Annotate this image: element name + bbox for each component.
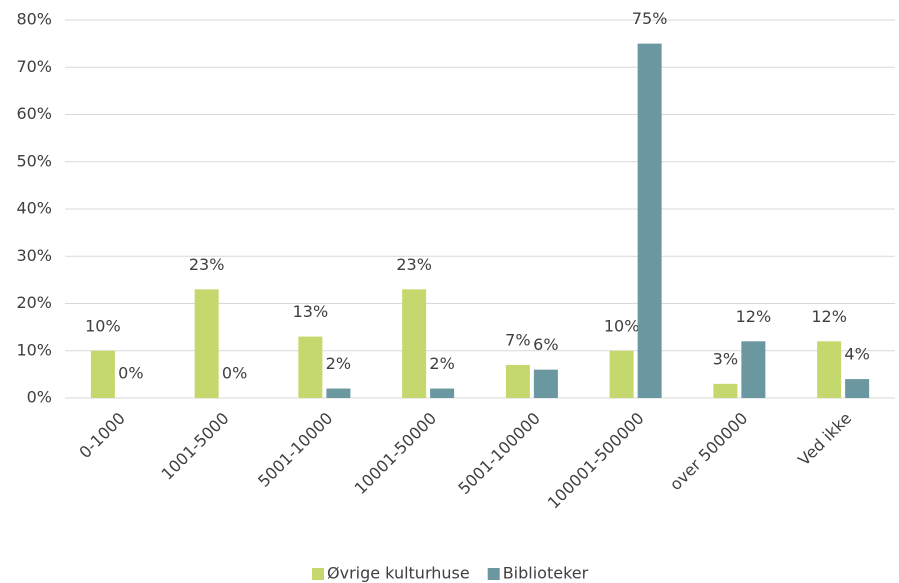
- data-label: 0%: [222, 364, 247, 383]
- bar: [845, 379, 870, 398]
- x-tick-label: 5001-10000: [254, 409, 336, 491]
- y-tick-label: 50%: [16, 151, 52, 170]
- data-label: 2%: [429, 354, 454, 373]
- bar: [90, 350, 115, 398]
- bar: [817, 341, 842, 398]
- data-label: 12%: [736, 307, 772, 326]
- data-label: 6%: [533, 335, 558, 354]
- data-label: 10%: [604, 316, 640, 335]
- data-label: 4%: [844, 345, 869, 364]
- bar: [741, 341, 766, 398]
- y-tick-label: 0%: [27, 388, 52, 407]
- bar: [609, 350, 634, 398]
- x-tick-label: 5001-100000: [454, 409, 544, 499]
- x-tick-label: 10001-50000: [351, 409, 441, 499]
- data-label: 0%: [118, 364, 143, 383]
- bar: [194, 289, 219, 398]
- legend-swatch: [487, 568, 500, 580]
- data-label: 3%: [713, 349, 738, 368]
- data-label: 23%: [189, 255, 225, 274]
- data-label: 7%: [505, 330, 530, 349]
- bar: [505, 364, 530, 398]
- y-tick-label: 10%: [16, 340, 52, 359]
- y-tick-label: 60%: [16, 104, 52, 123]
- legend-label: Øvrige kulturhuse: [327, 564, 470, 583]
- bar: [298, 336, 323, 398]
- y-tick-label: 80%: [16, 10, 52, 29]
- x-tick-label: 100001-500000: [544, 409, 648, 513]
- x-tick-label: 1001-5000: [158, 409, 233, 484]
- x-tick-label: over 500000: [666, 409, 751, 494]
- y-tick-label: 70%: [16, 57, 52, 76]
- data-label: 75%: [632, 9, 668, 28]
- bar: [430, 388, 455, 398]
- bar: [533, 369, 558, 398]
- data-label: 13%: [293, 302, 329, 321]
- bar: [637, 43, 662, 398]
- bar: [713, 383, 738, 398]
- data-label: 2%: [326, 354, 351, 373]
- legend-label: Biblioteker: [503, 564, 589, 583]
- data-label: 10%: [85, 316, 121, 335]
- data-label: 12%: [811, 307, 847, 326]
- y-tick-label: 30%: [16, 246, 52, 265]
- bar: [326, 388, 351, 398]
- y-tick-label: 40%: [16, 199, 52, 218]
- x-tick-label: 0-1000: [75, 409, 129, 463]
- data-label: 23%: [396, 255, 432, 274]
- x-tick-label: Ved ikke: [794, 409, 855, 470]
- y-tick-label: 20%: [16, 293, 52, 312]
- legend-swatch: [312, 568, 324, 580]
- bar: [402, 289, 427, 398]
